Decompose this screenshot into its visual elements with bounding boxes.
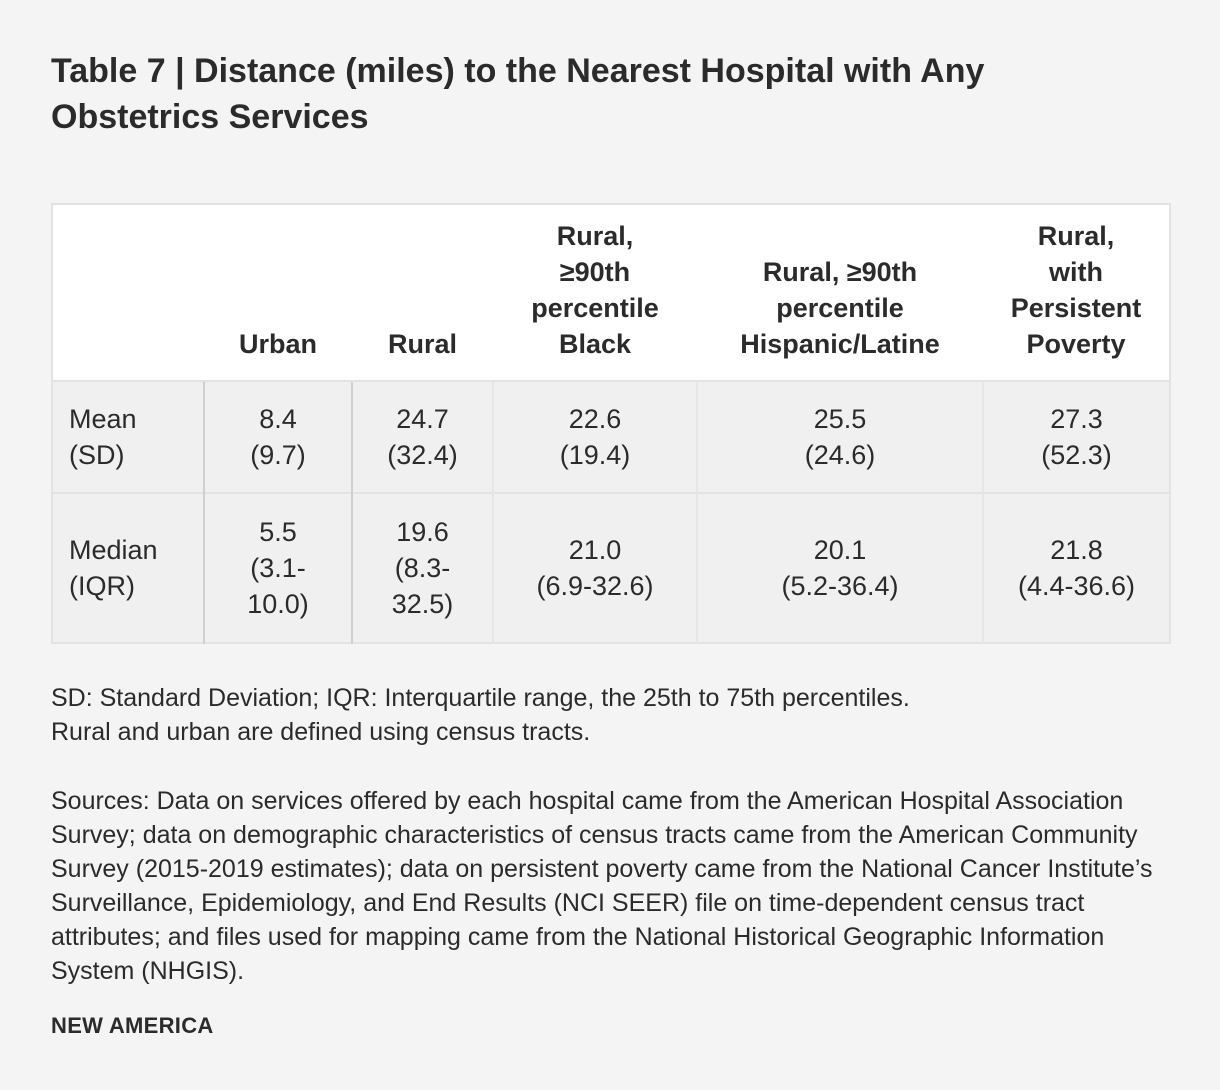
table-notes: SD: Standard Deviation; IQR: Interquarti… [51, 681, 1171, 749]
cell-median-rural-black: 21.0 (6.9-32.6) [492, 492, 697, 643]
distance-table-container: Urban Rural Rural, ≥90th percentile Blac… [51, 203, 1171, 644]
cell-mean-urban: 8.4 (9.7) [203, 380, 352, 493]
header-cell-rural-black: Rural, ≥90th percentile Black [531, 221, 659, 359]
header-cell-rural: Rural [387, 329, 458, 359]
cell-mean-rural-black: 22.6 (19.4) [492, 380, 697, 493]
cell-median-rural-poverty: 21.8 (4.4-36.6) [982, 492, 1170, 643]
header-cell-rural-hispanic: Rural, ≥90th percentile Hispanic/Latine [740, 257, 940, 359]
cell-mean-rural-hispanic: 25.5 (24.6) [696, 380, 983, 493]
header-cell-urban: Urban [238, 329, 317, 359]
note-rural-urban: Rural and urban are defined using census… [51, 718, 591, 746]
table-header-row: Urban Rural Rural, ≥90th percentile Blac… [52, 204, 1170, 381]
cell-median-urban: 5.5 (3.1- 10.0) [203, 492, 352, 643]
header-cell-rural-poverty: Rural, with Persistent Poverty [1010, 221, 1142, 359]
cell-mean-rural: 24.7 (32.4) [351, 380, 493, 493]
table-row-mean: Mean (SD) 8.4 (9.7) 24.7 (32.4) 22.6 (19… [52, 380, 1170, 493]
sources-text: Sources: Data on services offered by eac… [51, 787, 1153, 985]
cell-median-rural-hispanic: 20.1 (5.2-36.4) [696, 492, 983, 643]
brand-label: NEW AMERICA [51, 1013, 214, 1038]
header-cell-empty [52, 204, 204, 381]
row-label-mean: Mean (SD) [52, 380, 204, 493]
cell-mean-rural-poverty: 27.3 (52.3) [982, 380, 1170, 493]
table-row-median: Median (IQR) 5.5 (3.1- 10.0) 19.6 (8.3- … [52, 492, 1170, 643]
note-definitions: SD: Standard Deviation; IQR: Interquarti… [51, 684, 910, 712]
row-label-median: Median (IQR) [52, 492, 204, 643]
cell-median-rural: 19.6 (8.3- 32.5) [351, 492, 493, 643]
distance-table: Urban Rural Rural, ≥90th percentile Blac… [51, 203, 1171, 644]
page-title: Table 7 | Distance (miles) to the Neares… [51, 52, 985, 136]
